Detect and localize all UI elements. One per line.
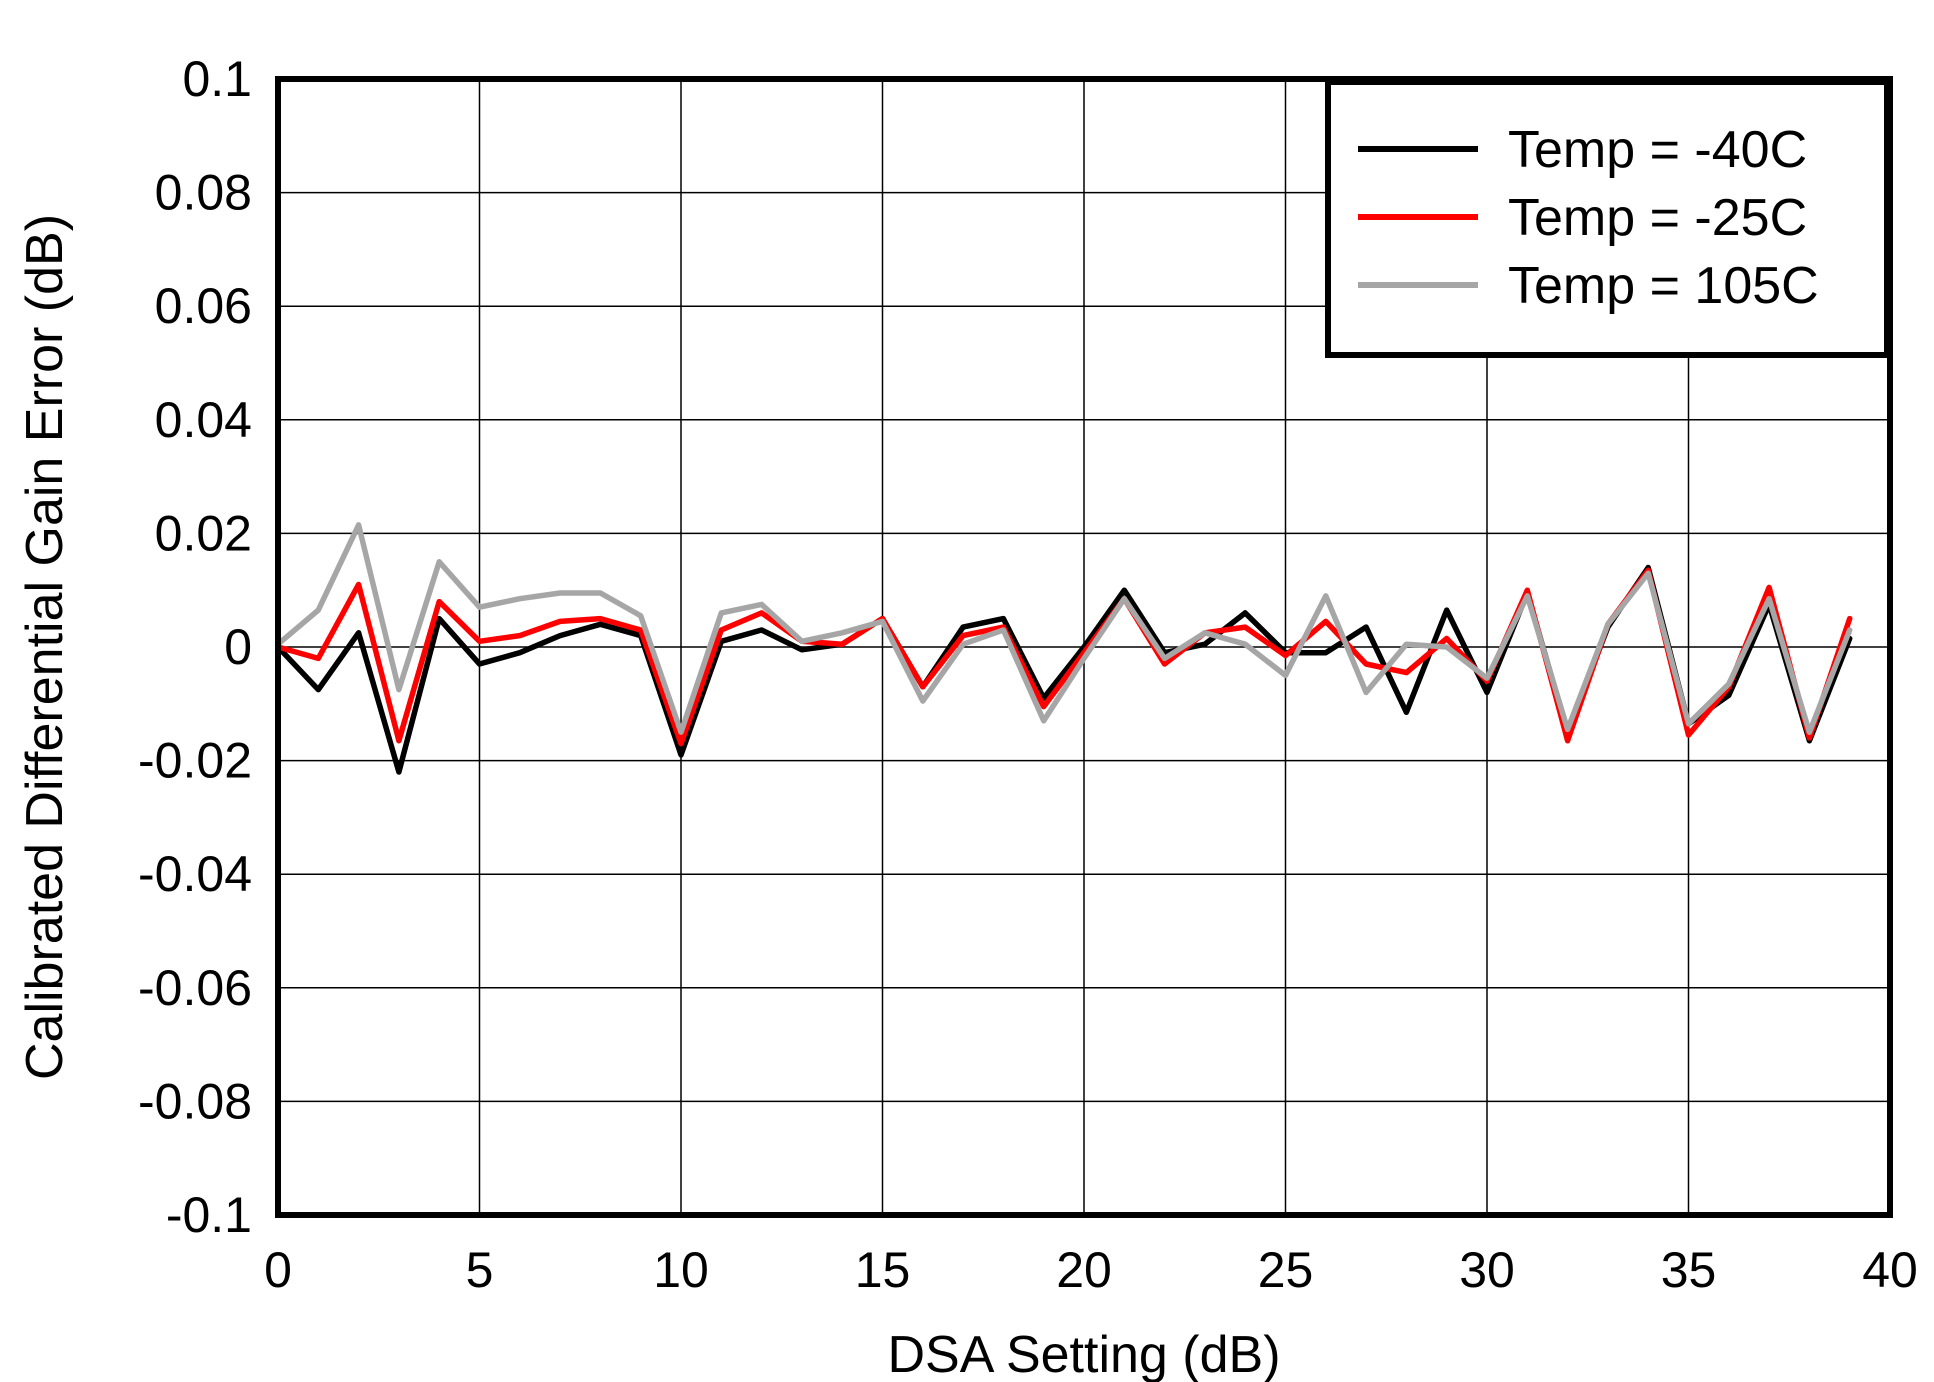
x-axis-tick-labels: 0 5 10 15 20 25 30 35 40 <box>264 1242 1918 1298</box>
grid-lines <box>278 79 1890 1215</box>
x-tick-label: 30 <box>1459 1242 1515 1298</box>
y-tick-label: 0.1 <box>182 51 252 107</box>
legend-label-0: Temp = -40C <box>1508 121 1807 179</box>
y-tick-label: -0.06 <box>138 960 252 1016</box>
legend: Temp = -40C Temp = -25C Temp = 105C <box>1325 79 1890 358</box>
series-line-2 <box>275 522 1853 735</box>
y-tick-label: -0.1 <box>166 1187 252 1243</box>
y-tick-label: 0.06 <box>155 278 252 334</box>
x-tick-label: 25 <box>1258 1242 1314 1298</box>
y-tick-label: -0.04 <box>138 846 252 902</box>
y-axis-tick-labels: -0.1 -0.08 -0.06 -0.04 -0.02 0 0.02 0.04 0.06 0.0… <box>138 51 252 1243</box>
y-axis-title: Calibrated Differential Gain Error (dB) <box>16 214 74 1080</box>
y-tick-label: -0.02 <box>138 733 252 789</box>
x-tick-label: 20 <box>1056 1242 1112 1298</box>
x-tick-label: 10 <box>653 1242 709 1298</box>
y-tick-label: -0.08 <box>138 1073 252 1129</box>
data-series <box>275 522 1853 775</box>
legend-label-1: Temp = -25C <box>1508 189 1807 247</box>
y-tick-label: 0.04 <box>155 392 252 448</box>
y-tick-label: 0 <box>224 619 252 675</box>
x-tick-label: 35 <box>1661 1242 1717 1298</box>
plot-area-border <box>275 76 1893 1218</box>
x-tick-label: 15 <box>855 1242 911 1298</box>
legend-items: Temp = -40C Temp = -25C Temp = 105C <box>1358 121 1819 315</box>
x-tick-label: 5 <box>466 1242 494 1298</box>
y-tick-label: 0.08 <box>155 165 252 221</box>
x-tick-label: 0 <box>264 1242 292 1298</box>
y-tick-label: 0.02 <box>155 505 252 561</box>
x-axis-title: DSA Setting (dB) <box>887 1326 1280 1382</box>
x-tick-label: 40 <box>1862 1242 1918 1298</box>
legend-label-2: Temp = 105C <box>1508 257 1819 315</box>
